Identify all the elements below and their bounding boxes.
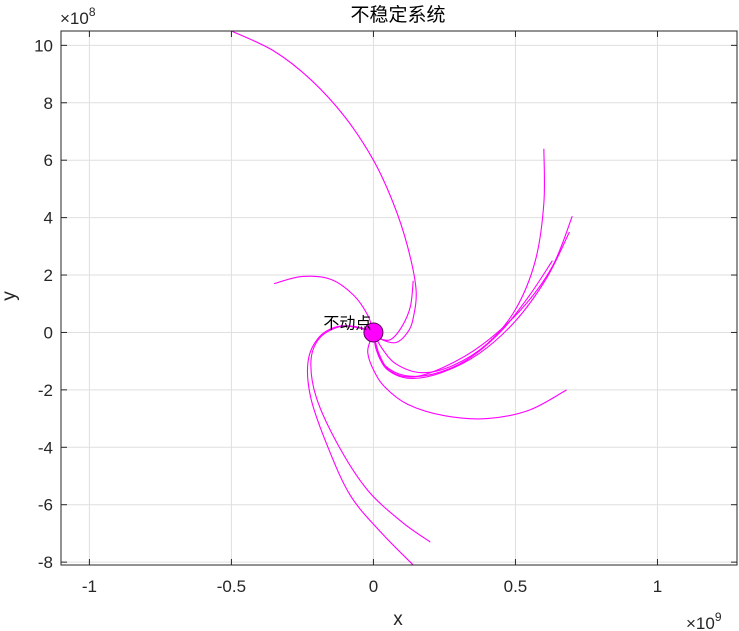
- fixed-point-marker: [363, 322, 384, 343]
- chart-title: 不稳定系统: [350, 4, 445, 26]
- x-tick-label: 0: [369, 577, 378, 596]
- y-tick-label: 2: [44, 266, 53, 285]
- y-tick-label: 0: [44, 323, 53, 342]
- plot-area: [61, 31, 737, 565]
- tick-labels: -1 -0.5 0 0.5 1 -8 -6 -4 -2 0 2 4 6 8 10: [34, 36, 662, 596]
- x-tick-label: -0.5: [217, 577, 246, 596]
- axes-frame: [60, 30, 738, 566]
- fixed-point-label: 不动点: [323, 313, 371, 332]
- x-axis-label: x: [393, 609, 403, 630]
- trajectory-line-7: [273, 275, 374, 333]
- y-tick-label: -2: [38, 381, 53, 400]
- trajectory-line-2: [372, 148, 546, 374]
- fixed-point-group: 不动点: [323, 313, 384, 343]
- trajectory-line-10: [306, 325, 414, 566]
- y-axis-label: y: [0, 291, 20, 301]
- y-tick-label: -4: [38, 438, 53, 457]
- y-tick-label: 6: [44, 151, 53, 170]
- axes-box: [60, 30, 738, 566]
- y-tick-label: 10: [34, 36, 53, 55]
- y-tick-label: -6: [38, 496, 53, 515]
- y-tick-label: 4: [44, 209, 53, 228]
- x-tick-label: -1: [82, 577, 97, 596]
- trajectory-line-5: [372, 260, 553, 377]
- y-tick-label: 8: [44, 94, 53, 113]
- trajectory-line-6: [367, 332, 567, 420]
- y-exponent-label: ×108: [60, 5, 96, 28]
- x-tick-label: 1: [653, 577, 662, 596]
- trajectory-line-1: [231, 30, 417, 344]
- x-exponent-label: ×109: [686, 610, 722, 631]
- y-tick-label: -8: [38, 553, 53, 572]
- x-tick-label: 0.5: [504, 577, 528, 596]
- grid: [61, 31, 737, 565]
- trajectory-line-3: [372, 215, 573, 378]
